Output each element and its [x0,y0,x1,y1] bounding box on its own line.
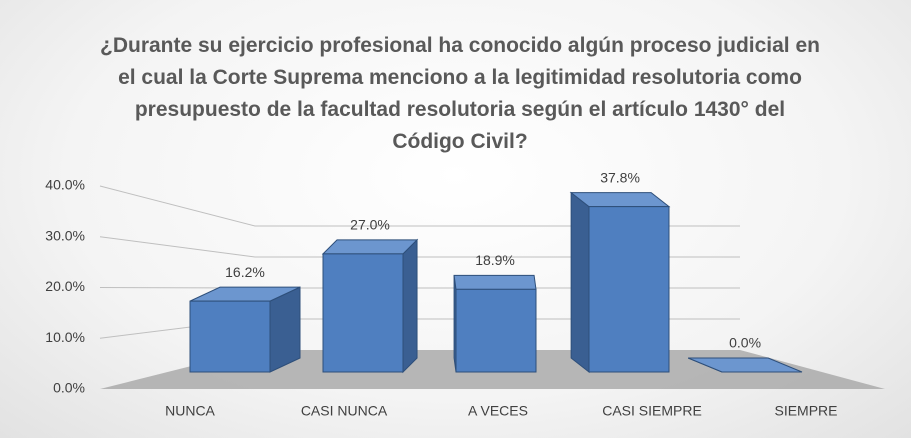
x-tick-label: CASI SIEMPRE [602,403,702,419]
bar-side [269,286,301,373]
bar [569,191,671,374]
bar-front [455,288,537,373]
bar [687,357,803,373]
value-label: 18.9% [475,252,515,268]
bar-front [588,206,670,373]
bar [453,274,537,373]
bar [189,286,301,373]
bar-front [189,300,271,373]
y-tick-label: 30.0% [45,227,85,243]
value-label: 0.0% [729,335,761,351]
y-tick-label: 0.0% [53,380,85,396]
value-label: 27.0% [350,217,390,233]
bar-top [569,192,671,208]
bar-front [322,253,404,373]
bar-top [321,239,419,255]
x-tick-label: NUNCA [165,403,215,419]
bar [321,238,419,374]
x-tick-label: SIEMPRE [774,403,837,419]
x-tick-label: CASI NUNCA [301,403,388,419]
y-tick-label: 40.0% [45,177,85,193]
bar-side [570,191,590,374]
chart-title: ¿Durante su ejercicio profesional ha con… [100,34,820,153]
value-label: 16.2% [225,264,265,280]
y-tick-label: 20.0% [45,278,85,294]
y-tick-label: 10.0% [45,329,85,345]
bar-side [402,238,418,374]
x-tick-label: A VECES [468,403,528,419]
bar-top [453,274,537,290]
bar-top [687,357,803,373]
value-label: 37.8% [600,169,640,185]
